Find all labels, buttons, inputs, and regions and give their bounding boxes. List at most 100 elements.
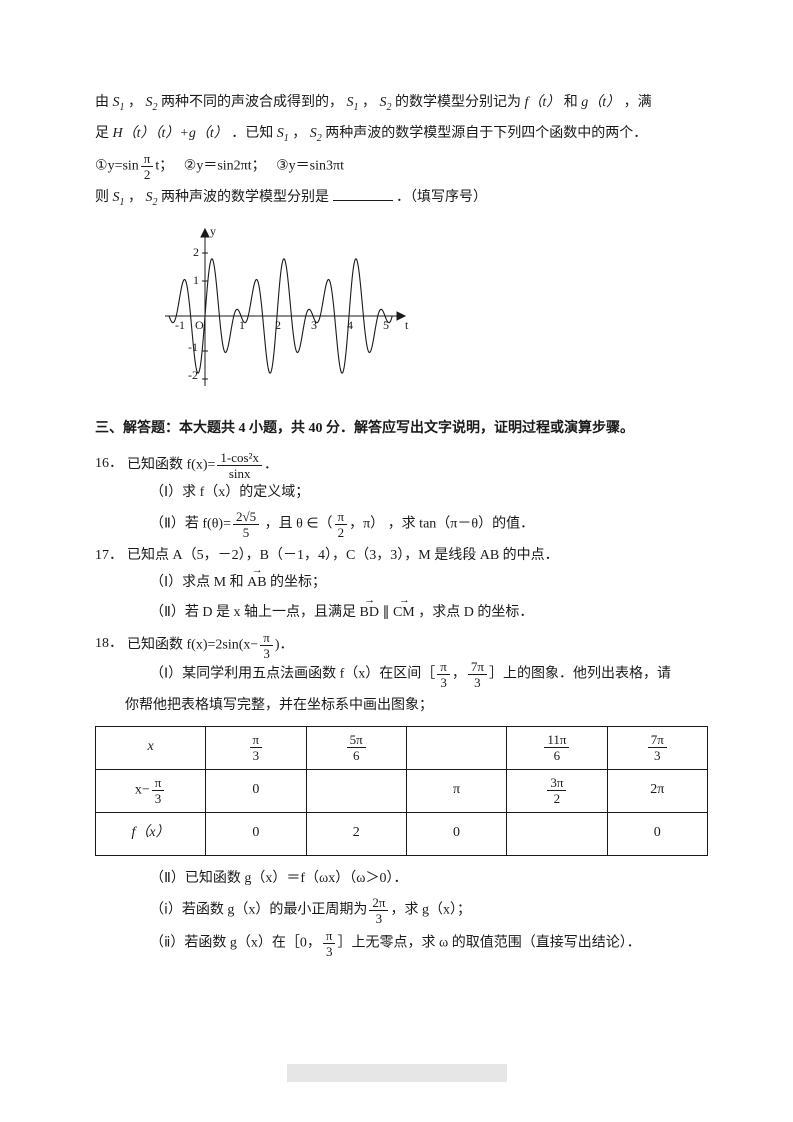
footer-bar (287, 1064, 507, 1082)
text: 和 (564, 95, 582, 110)
cell: 3π2 (507, 769, 607, 812)
q16: 16． 已知函数 f(x)=1-cos²xsinx． (95, 451, 708, 480)
svg-text:O: O (195, 318, 204, 332)
text: 由 (95, 95, 113, 110)
text: 则 (95, 190, 113, 205)
cell: 0 (206, 769, 306, 812)
q16-part1: （Ⅰ）求 f（x）的定义域； (95, 480, 708, 507)
var-s1: S1 (113, 190, 125, 205)
intro-options: ①y=sinπ2t； ②y＝sin2πt； ③y＝sin3πt (95, 152, 708, 181)
text: 已知函数 (127, 638, 183, 653)
text: ， (452, 667, 466, 682)
svg-text:5: 5 (383, 318, 389, 332)
text: ，求点 D 的坐标． (418, 605, 533, 620)
q18-part1a: （Ⅰ）某同学利用五点法画函数 f（x）在区间［π3，7π3］上的图象．他列出表格… (95, 660, 708, 689)
q18-table: x π3 5π6 11π6 7π3 x−π3 0 π 3π2 2π f（x） 0… (95, 726, 708, 856)
q18-number: 18． (95, 631, 123, 658)
opt1-frac: π2 (139, 152, 156, 181)
opt3: ③y＝sin3πt (276, 158, 344, 173)
q16-number: 16． (95, 451, 123, 478)
q17-part2: （Ⅱ）若 D 是 x 轴上一点，且满足 BD ∥ CM ，求点 D 的坐标． (95, 600, 708, 627)
var-s1: S1 (347, 95, 359, 110)
vec-bd: BD (360, 600, 379, 627)
text: ］上无零点，求 ω 的取值范围（直接写出结论）． (337, 936, 640, 951)
text: （Ⅰ）求点 M 和 (150, 575, 244, 590)
text: 的坐标； (270, 575, 326, 590)
var-H: H（t）（t）+g（t） (113, 126, 228, 141)
var-s1: S1 (113, 95, 125, 110)
text: （ⅱ）若函数 g（x）在［0， (150, 936, 321, 951)
cell: 0 (206, 812, 306, 855)
text: ，且 θ ∈（ (265, 517, 333, 532)
svg-text:2: 2 (193, 245, 199, 259)
wave-graph-svg: y t O -1 1 2 3 4 5 1 2 -1 -2 (155, 221, 415, 391)
text: 两种声波的数学模型分别是 (161, 190, 329, 205)
text: ．已知 (231, 126, 277, 141)
q18-p2i-frac: 2π3 (367, 896, 390, 925)
text: ，求 g（x）； (390, 903, 471, 918)
q16-fx: f(x)= (187, 457, 216, 472)
q18-p2ii-frac: π3 (321, 929, 338, 958)
svg-text:3: 3 (311, 318, 317, 332)
q18-interval-l: π3 (435, 660, 452, 689)
svg-text:1: 1 (193, 273, 199, 287)
text: （Ⅱ）若 (150, 517, 199, 532)
svg-text:1: 1 (239, 318, 245, 332)
q18-part2: （Ⅱ）已知函数 g（x）＝f（ωx）（ω＞0）． (95, 866, 708, 893)
text: 两种不同的声波合成得到的， (161, 95, 343, 110)
svg-text:t: t (405, 318, 409, 332)
text: ， (128, 190, 142, 205)
parallel-icon: ∥ (382, 605, 393, 620)
q18-part2i: （ⅰ）若函数 g（x）的最小正周期为2π3，求 g（x）； (95, 896, 708, 925)
cell: π (406, 769, 506, 812)
opt1-pre: ① (95, 158, 108, 173)
cell: x (96, 726, 206, 769)
text: ，满 (624, 95, 652, 110)
cell: π3 (206, 726, 306, 769)
text: 两种声波的数学模型源自于下列四个函数中的两个． (325, 126, 647, 141)
page: 由 S1 ， S2 两种不同的声波合成得到的， S1 ， S2 的数学模型分别记… (0, 0, 793, 1122)
q17-number: 17． (95, 543, 123, 570)
text: ， (292, 126, 306, 141)
cell: f（x） (96, 812, 206, 855)
var-s1: S1 (277, 126, 289, 141)
cell: 11π6 (507, 726, 607, 769)
fill-blank[interactable] (333, 186, 393, 201)
intro-line-2: 足 H（t）（t）+g（t） ．已知 S1 ， S2 两种声波的数学模型源自于下… (95, 121, 708, 148)
q18-part2ii: （ⅱ）若函数 g（x）在［0，π3］上无零点，求 ω 的取值范围（直接写出结论）… (95, 929, 708, 958)
text: ， (128, 95, 142, 110)
cell[interactable] (406, 726, 506, 769)
text: )． (275, 638, 294, 653)
cell: 2π (607, 769, 707, 812)
q16-end: ． (264, 457, 278, 472)
opt1-post: t； (155, 158, 173, 173)
q17: 17． 已知点 A（5，－2），B（－1，4），C（3，3），M 是线段 AB … (95, 543, 708, 570)
q16-frac: 1-cos²xsinx (215, 451, 264, 480)
cell[interactable] (507, 812, 607, 855)
var-s2: S2 (146, 190, 158, 205)
vec-ab: AB (247, 570, 266, 597)
intro-line-4: 则 S1 ， S2 两种声波的数学模型分别是 ．（填写序号） (95, 185, 708, 212)
q17-stem: 已知点 A（5，－2），B（－1，4），C（3，3），M 是线段 AB 的中点． (127, 543, 708, 570)
var-s2: S2 (146, 95, 158, 110)
wave-graph: y t O -1 1 2 3 4 5 1 2 -1 -2 (95, 215, 708, 408)
q16-p2-frac: 2√55 (231, 510, 261, 539)
opt2: ②y＝sin2πt； (184, 158, 266, 173)
text: （ⅰ）若函数 g（x）的最小正周期为 (150, 903, 367, 918)
cell: x−π3 (96, 769, 206, 812)
text: （Ⅰ）某同学利用五点法画函数 f（x）在区间［ (150, 667, 435, 682)
svg-text:-1: -1 (175, 318, 185, 332)
intro-line-1: 由 S1 ， S2 两种不同的声波合成得到的， S1 ， S2 的数学模型分别记… (95, 90, 708, 117)
var-f: f（t） (525, 95, 561, 110)
cell: 5π6 (306, 726, 406, 769)
q18: 18． 已知函数 f(x)=2sin(x−π3)． (95, 631, 708, 660)
q18-frac: π3 (258, 631, 275, 660)
q16-stem-a: 已知函数 (127, 457, 183, 472)
var-g: g（t） (581, 95, 620, 110)
q18-interval-r: 7π3 (466, 660, 489, 689)
text: 的数学模型分别记为 (395, 95, 525, 110)
cell[interactable] (306, 769, 406, 812)
opt1-y: y=sin (108, 158, 139, 173)
var-s2: S2 (380, 95, 392, 110)
text: ．（填写序号） (396, 190, 487, 205)
